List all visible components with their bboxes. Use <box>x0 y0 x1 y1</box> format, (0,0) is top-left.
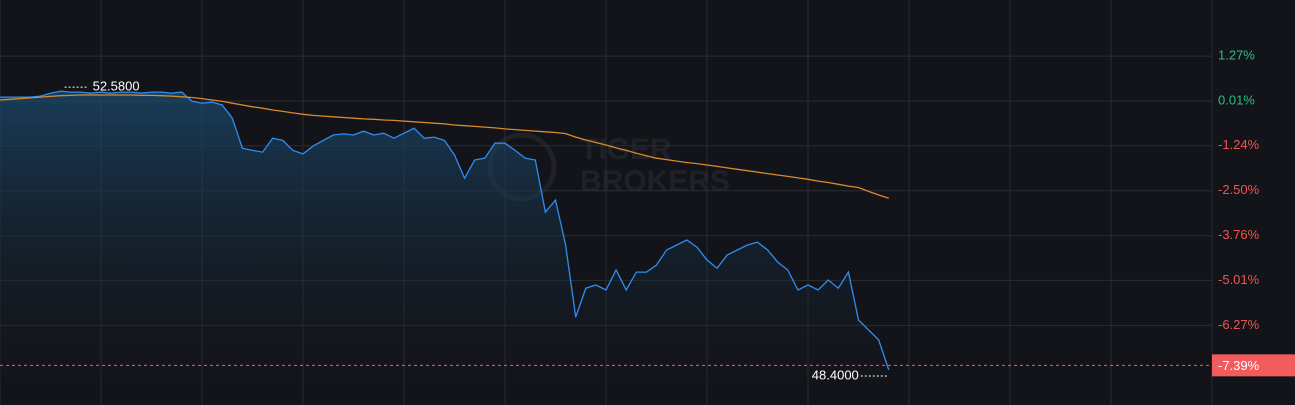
y-tick-label: -1.24% <box>1218 137 1260 152</box>
y-tick-label: 0.01% <box>1218 93 1255 108</box>
y-tick-label: -6.27% <box>1218 317 1260 332</box>
watermark-text: TIGER <box>580 133 672 166</box>
y-tick-label: -2.50% <box>1218 182 1260 197</box>
last-price-label: -7.39% <box>1218 358 1260 373</box>
last-price-box <box>1212 354 1295 377</box>
y-tick-label: 1.27% <box>1218 48 1255 63</box>
series-line <box>0 94 889 199</box>
low-label: 48.4000 <box>812 367 859 382</box>
price-area <box>0 91 889 405</box>
y-tick-label: -5.01% <box>1218 272 1260 287</box>
high-label: 52.5800 <box>93 79 140 94</box>
series-line <box>0 90 890 371</box>
watermark-text: BROKERS <box>580 165 730 198</box>
watermark: TIGER BROKERS <box>487 132 730 202</box>
y-tick-label: -3.76% <box>1218 227 1260 242</box>
